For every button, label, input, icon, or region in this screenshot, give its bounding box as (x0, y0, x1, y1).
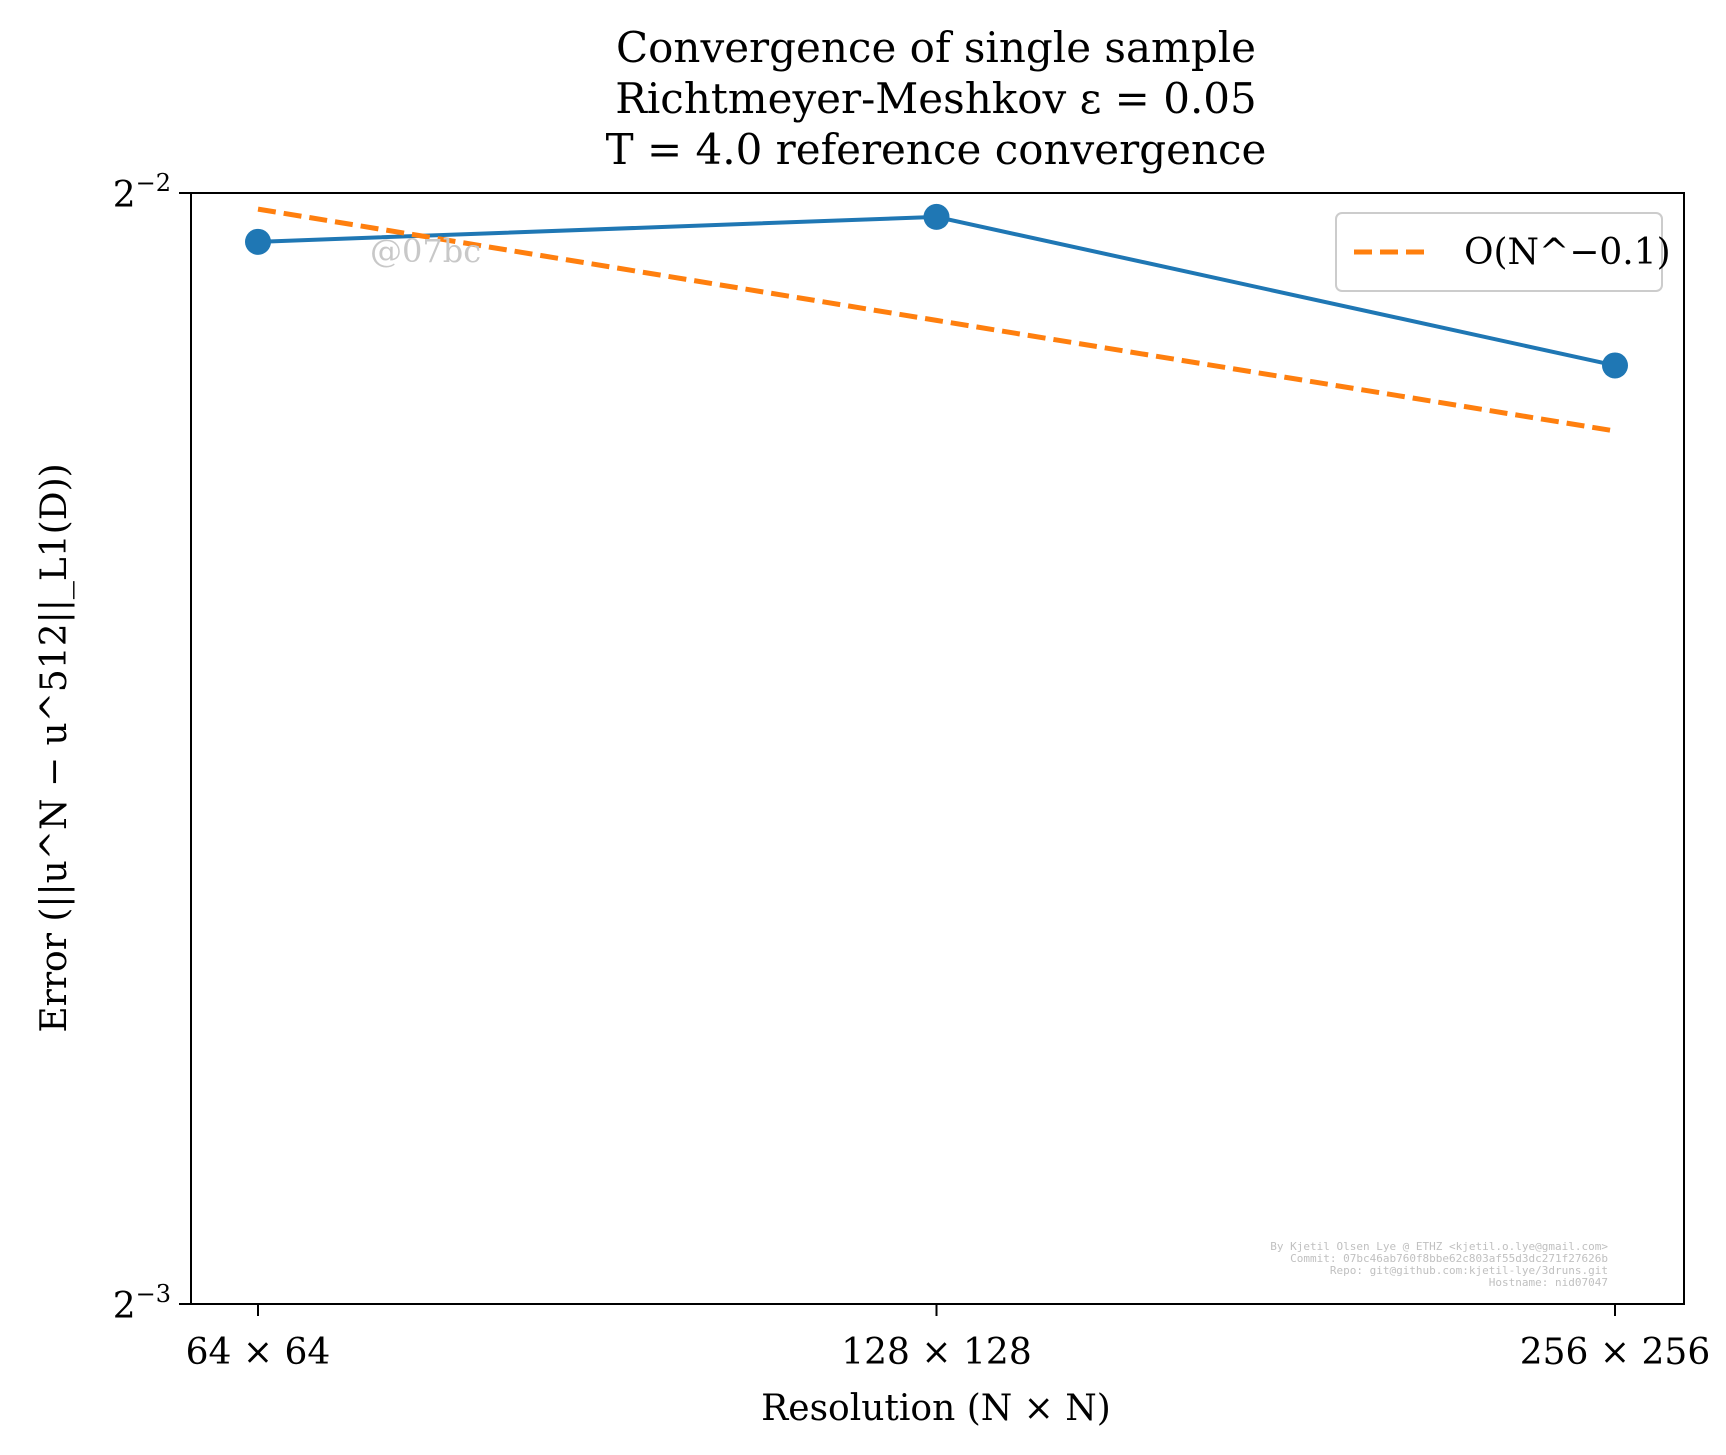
series-layer (245, 203, 1628, 434)
chart-title: Convergence of single sample Richtmeyer-… (606, 23, 1267, 174)
title-line-3: T = 4.0 reference convergence (606, 125, 1267, 174)
series-0-point (923, 203, 950, 230)
title-line-1: Convergence of single sample (616, 23, 1256, 72)
x-tick-label: 128 × 128 (841, 1332, 1031, 1373)
watermark-text: @07bc (370, 232, 481, 270)
credits-block: By Kjetil Olsen Lye @ ETHZ <kjetil.o.lye… (1270, 1240, 1608, 1289)
legend-box (1335, 212, 1663, 292)
y-axis-ticks: 2−2 2−3 (113, 169, 191, 1327)
credits-line: Hostname: nid07047 (1489, 1276, 1608, 1289)
y-axis-label: Error (||u^N − u^512||_L1(D)) (34, 463, 75, 1032)
x-axis-label: Resolution (N × N) (761, 1388, 1111, 1429)
legend: O(N^−0.1) (1335, 212, 1671, 292)
credits-line: Commit: 07bc46ab760f8bbe62c803af55d3dc27… (1290, 1252, 1608, 1265)
credits-line: By Kjetil Olsen Lye @ ETHZ <kjetil.o.lye… (1270, 1240, 1608, 1253)
series-0-point (245, 228, 271, 255)
y-tick-label: 2−3 (113, 1280, 171, 1327)
x-tick-label: 256 × 256 (1520, 1332, 1710, 1373)
credits-line: Repo: git@github.com:kjetil-lye/3druns.g… (1330, 1264, 1608, 1277)
series-1-line (257, 206, 1616, 434)
title-line-2: Richtmeyer-Meshkov ε = 0.05 (615, 74, 1256, 123)
series-0-point (1602, 352, 1628, 379)
plot-frame (190, 192, 1685, 1305)
x-tick-label: 64 × 64 (186, 1332, 331, 1373)
x-axis-ticks: 64 × 64 128 × 128 256 × 256 (186, 1304, 1710, 1373)
legend-entry-label: O(N^−0.1) (1464, 232, 1671, 273)
y-tick-label: 2−2 (113, 169, 171, 216)
